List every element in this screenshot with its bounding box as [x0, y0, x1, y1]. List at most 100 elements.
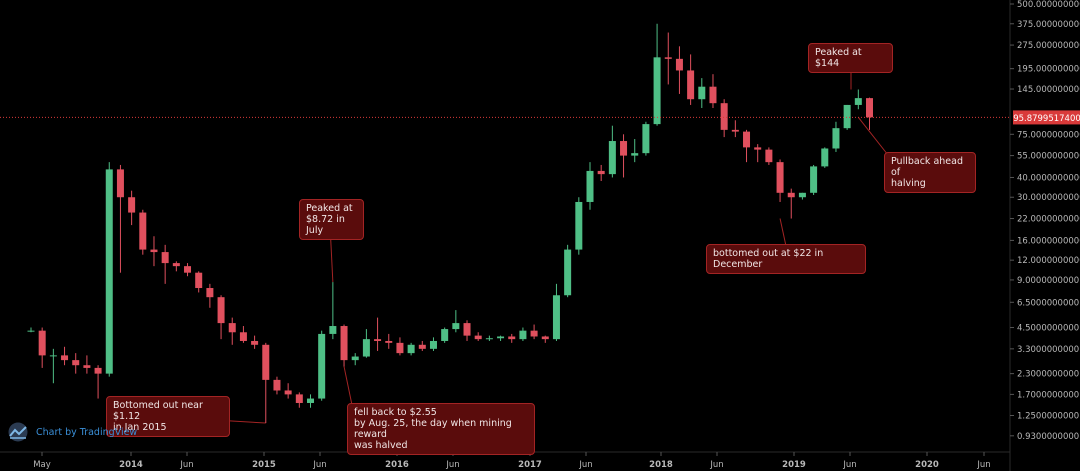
- x-tick-label: Jun: [578, 460, 592, 470]
- candle-body: [340, 326, 348, 361]
- y-tick-label: 22.0000000000: [1017, 215, 1080, 225]
- candle-body: [787, 192, 795, 198]
- y-tick-label: 3.3000000000: [1017, 345, 1079, 355]
- candle-body: [675, 58, 683, 71]
- candle-body: [530, 330, 538, 337]
- current-price-label-bg: [1013, 110, 1080, 125]
- current-price-line: 95.8799517400: [0, 110, 1080, 125]
- candle-body: [150, 249, 158, 253]
- x-tick-label: 2015: [252, 460, 276, 470]
- y-tick-label: 9.0000000000: [1017, 276, 1079, 286]
- x-tick-label: 2019: [782, 460, 806, 470]
- candle-body: [38, 330, 46, 356]
- candle-body: [810, 166, 818, 193]
- candle-body: [83, 365, 91, 368]
- y-tick-label: 195.0000000000: [1017, 65, 1080, 75]
- candle-body: [139, 212, 147, 250]
- candle-body: [597, 170, 605, 175]
- x-tick-label: 2018: [649, 460, 673, 470]
- annotation-pointer-bottom-dec: [779, 218, 787, 247]
- current-price-label: 95.8799517400: [1013, 114, 1080, 124]
- candle-body: [161, 252, 169, 264]
- y-tick-label: 275.0000000000: [1017, 41, 1080, 51]
- candle-body: [362, 339, 370, 357]
- x-tick-label: Jun: [709, 460, 723, 470]
- candle-body: [519, 330, 527, 340]
- y-tick-label: 40.0000000000: [1017, 173, 1080, 183]
- y-tick-label: 1.7000000000: [1017, 390, 1079, 400]
- candle-body: [374, 339, 382, 341]
- candle-body: [441, 329, 449, 341]
- candle-body: [687, 70, 695, 100]
- y-tick-label: 75.0000000000: [1017, 130, 1080, 140]
- candle-body: [620, 141, 628, 156]
- annotation-pullback-halving: Pullback ahead of halving: [884, 152, 976, 193]
- candle-body: [195, 272, 203, 289]
- candle-body: [429, 340, 437, 349]
- y-tick-label: 12.0000000000: [1017, 256, 1080, 266]
- candle-body: [452, 323, 460, 330]
- candle-body: [396, 342, 404, 354]
- candle-body: [128, 197, 136, 213]
- annotation-pointer-fell-back: [343, 366, 353, 406]
- annotation-fell-back-255: fell back to $2.55 by Aug. 25, the day w…: [347, 403, 535, 455]
- candle-body: [72, 360, 80, 366]
- x-tick-label: Jun: [179, 460, 193, 470]
- candle-body: [407, 344, 415, 354]
- candle-body: [821, 148, 829, 167]
- candle-body: [463, 323, 471, 336]
- y-tick-label: 375.0000000000: [1017, 20, 1080, 30]
- y-tick-label: 4.5000000000: [1017, 324, 1079, 334]
- candle-body: [307, 398, 314, 403]
- x-tick-label: Jun: [445, 460, 459, 470]
- candle-body: [49, 355, 57, 357]
- candle-body: [239, 332, 247, 341]
- candle-body: [776, 162, 784, 193]
- candle-body: [552, 295, 560, 340]
- y-axis: 500.0000000000 375.0000000000 275.00000000…: [1010, 0, 1080, 442]
- candle-body: [843, 104, 851, 129]
- candle-body: [743, 131, 751, 148]
- y-tick-label: 145.0000000000: [1017, 85, 1080, 95]
- candle-body: [329, 326, 337, 334]
- candle-body: [586, 170, 594, 202]
- candle-body: [720, 103, 728, 130]
- x-tick-label: 2020: [915, 460, 939, 470]
- x-tick-label: 2014: [119, 460, 143, 470]
- candle-body: [564, 249, 572, 296]
- candle-body: [116, 169, 124, 198]
- candle-body: [709, 86, 717, 104]
- y-tick-label: 500.0000000000: [1017, 0, 1080, 10]
- candle-body: [754, 147, 762, 150]
- candle-body: [698, 86, 706, 100]
- x-tick-label: Jun: [842, 460, 856, 470]
- candle-body: [474, 335, 482, 340]
- annotation-pointer-pullback: [857, 117, 889, 156]
- y-tick-label: 1.2500000000: [1017, 412, 1079, 422]
- annotation-peak-144: Peaked at $144: [808, 43, 893, 73]
- y-tick-label: 2.3000000000: [1017, 370, 1079, 380]
- candle-body: [866, 98, 873, 118]
- candle-body: [27, 330, 35, 332]
- candle-body: [664, 57, 672, 59]
- candle-body: [105, 169, 113, 374]
- tradingview-watermark[interactable]: Chart by TradingView: [6, 422, 137, 442]
- y-tick-label: 16.0000000000: [1017, 236, 1080, 246]
- candle-body: [295, 394, 303, 403]
- candle-body: [206, 288, 214, 298]
- candle-body: [497, 336, 505, 339]
- candle-body: [228, 323, 236, 333]
- y-tick-label: 0.9300000000: [1017, 432, 1079, 442]
- candle-body: [318, 333, 326, 399]
- candle-body: [575, 201, 583, 250]
- candle-body: [385, 340, 393, 343]
- y-tick-label: 6.5000000000: [1017, 298, 1079, 308]
- annotation-peak-872: Peaked at $8.72 in July: [299, 199, 364, 240]
- x-tick-label: 2017: [518, 460, 542, 470]
- candle-body: [61, 355, 69, 361]
- candle-body: [251, 340, 259, 345]
- candle-body: [262, 344, 270, 380]
- candle-body: [832, 128, 840, 149]
- candle-body: [508, 336, 516, 340]
- candle-body: [541, 336, 549, 340]
